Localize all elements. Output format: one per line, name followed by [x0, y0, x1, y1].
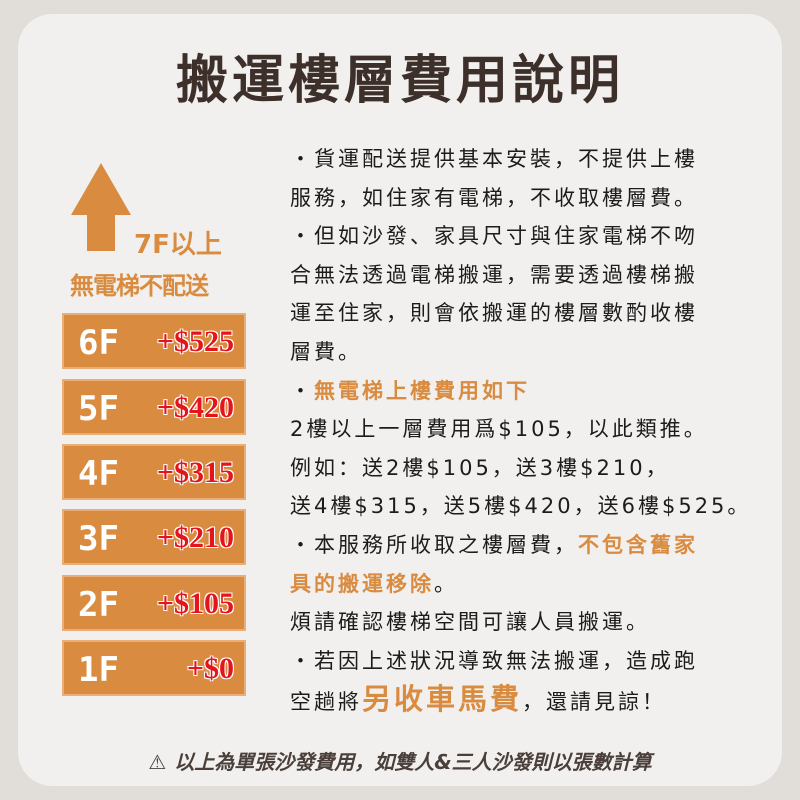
description: ・貨運配送提供基本安裝，不提供上樓 服務，如住家有電梯，不收取樓層費。 ・但如沙…	[290, 140, 751, 722]
highlight-fee: 另收車馬費	[362, 682, 523, 717]
text-line: 服務，如住家有電梯，不收取樓層費。	[290, 185, 698, 210]
highlight-text: 不包含舊家	[578, 532, 698, 557]
floor-label: 5F	[78, 389, 119, 429]
arrow-up-icon-stem	[87, 214, 115, 251]
arrow-up-icon	[71, 163, 131, 215]
text-line: 煩請確認樓梯空間可讓人員搬運。	[290, 610, 650, 635]
highlight-text: 具的搬運移除	[290, 571, 434, 596]
warning-icon: ⚠	[148, 750, 167, 774]
floor-label: 3F	[78, 519, 119, 559]
floor-label: 6F	[78, 323, 119, 363]
footer-text: 以上為單張沙發費用，如雙人&三人沙發則以張數計算	[174, 750, 652, 774]
floor-price: +$315	[156, 456, 234, 489]
text-line: 例如：送2樓$105，送3樓$210，	[290, 455, 670, 480]
floor-price: +$210	[156, 521, 234, 554]
floor-row-2f: 2F +$105	[62, 575, 246, 631]
floor-label: 4F	[78, 454, 119, 494]
highlight-heading: 無電梯上樓費用如下	[314, 378, 530, 403]
text-line: 運至住家，則會依搬運的樓層數酌收樓	[290, 301, 698, 326]
text-line: 合無法透過電梯搬運，需要透過樓梯搬	[290, 262, 698, 287]
text-segment: 空趟將	[290, 690, 362, 715]
floor-price: +$420	[156, 391, 234, 424]
floor-label: 1F	[78, 650, 119, 690]
text-line: 空趟將另收車馬費，還請見諒！	[290, 680, 751, 722]
floor-row-5f: 5F +$420	[62, 379, 246, 435]
floor-row-3f: 3F +$210	[62, 509, 246, 565]
floor-row-6f: 6F +$525	[62, 313, 246, 369]
text-line: ・本服務所收取之樓層費，不包含舊家	[290, 526, 751, 565]
text-segment: 。	[434, 571, 458, 596]
floor-row-4f: 4F +$315	[62, 444, 246, 500]
bullet: ・	[290, 378, 314, 403]
text-line: ・但如沙發、家具尺寸與住家電梯不吻	[290, 224, 698, 249]
floor-price: +$105	[156, 587, 234, 620]
up-label: 7F以上	[134, 230, 222, 260]
text-line: 層費。	[290, 339, 362, 364]
page-title: 搬運樓層費用說明	[175, 51, 624, 111]
text-segment: ，還請見諒！	[522, 690, 667, 715]
text-line: 具的搬運移除。	[290, 565, 751, 604]
text-line: ・若因上述狀況導致無法搬運，造成跑	[290, 648, 698, 673]
text-line: 2樓以上一層費用爲$105，以此類推。	[290, 417, 708, 442]
text-line: ・無電梯上樓費用如下	[290, 372, 751, 411]
no-elevator-label: 無電梯不配送	[70, 272, 209, 300]
footer-note: ⚠ 以上為單張沙發費用，如雙人&三人沙發則以張數計算	[0, 746, 800, 775]
text-line: 送4樓$315，送5樓$420，送6樓$525。	[290, 494, 752, 519]
floor-price: +$525	[156, 325, 234, 358]
text-segment: ・本服務所收取之樓層費，	[290, 532, 578, 557]
floor-row-1f: 1F +$0	[62, 640, 246, 696]
floor-price: +$0	[186, 652, 234, 685]
floor-label: 2F	[78, 585, 119, 625]
text-line: ・貨運配送提供基本安裝，不提供上樓	[290, 147, 698, 171]
